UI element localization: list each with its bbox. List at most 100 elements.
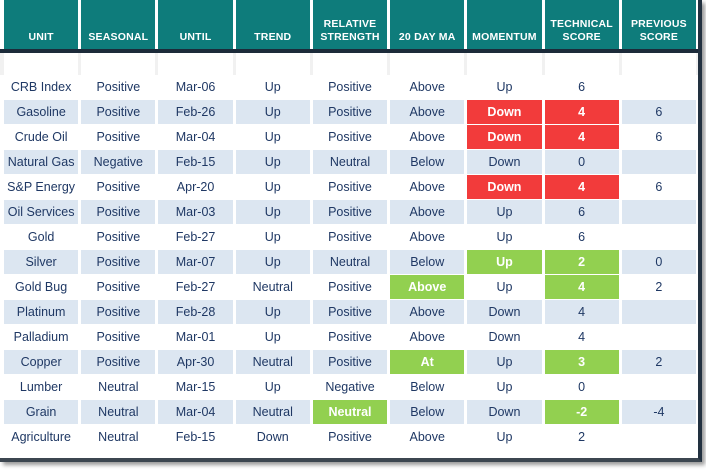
cell-momentum[interactable]: Up <box>467 350 542 374</box>
cell-momentum[interactable]: Down <box>467 400 542 424</box>
cell-ma[interactable]: Above <box>390 200 465 224</box>
cell-relative-strength[interactable]: Neutral <box>312 400 388 424</box>
cell-seasonal[interactable]: Positive <box>81 275 156 299</box>
cell-previous-score[interactable] <box>621 300 696 324</box>
cell-until[interactable]: Apr-20 <box>158 175 233 199</box>
cell-trend[interactable]: Up <box>235 200 310 224</box>
cell-until[interactable]: Feb-27 <box>158 275 233 299</box>
cell-until[interactable]: Mar-03 <box>158 200 233 224</box>
cell-trend[interactable]: Up <box>235 175 310 199</box>
cell-ma[interactable]: Above <box>390 125 465 149</box>
cell-ma[interactable]: Above <box>390 275 465 299</box>
cell-relative-strength[interactable]: Negative <box>312 375 388 399</box>
cell-technical-score[interactable]: 0 <box>544 150 619 174</box>
cell-trend[interactable]: Up <box>235 225 310 249</box>
cell-momentum[interactable]: Up <box>467 225 542 249</box>
cell-unit[interactable]: Gold <box>4 225 79 249</box>
cell-relative-strength[interactable]: Positive <box>312 175 388 199</box>
cell-trend[interactable]: Down <box>235 425 310 449</box>
cell-relative-strength[interactable]: Positive <box>312 425 388 449</box>
cell-seasonal[interactable]: Positive <box>81 100 156 124</box>
cell-until[interactable]: Mar-04 <box>158 400 233 424</box>
cell-relative-strength[interactable]: Positive <box>312 125 388 149</box>
cell-technical-score[interactable]: 4 <box>544 275 619 299</box>
cell-until[interactable]: Feb-27 <box>158 225 233 249</box>
cell-unit[interactable]: Oil Services <box>4 200 79 224</box>
cell-ma[interactable]: Above <box>390 75 465 99</box>
cell-ma[interactable]: At <box>390 350 465 374</box>
column-header-technical-score[interactable]: TECHNICAL SCORE <box>544 0 619 49</box>
cell-previous-score[interactable]: 2 <box>621 350 696 374</box>
cell-unit[interactable]: Gasoline <box>4 100 79 124</box>
cell-trend[interactable]: Neutral <box>235 400 310 424</box>
cell-seasonal[interactable]: Positive <box>81 75 156 99</box>
cell-technical-score[interactable]: 6 <box>544 75 619 99</box>
cell-previous-score[interactable] <box>621 325 696 349</box>
cell-trend[interactable]: Up <box>235 375 310 399</box>
cell-previous-score[interactable]: 2 <box>621 275 696 299</box>
cell-seasonal[interactable]: Positive <box>81 325 156 349</box>
cell-trend[interactable]: Neutral <box>235 350 310 374</box>
cell-unit[interactable]: Silver <box>4 250 79 274</box>
cell-trend[interactable]: Up <box>235 125 310 149</box>
cell-ma[interactable]: Above <box>390 300 465 324</box>
column-header-momentum[interactable]: MOMENTUM <box>467 0 542 49</box>
cell-unit[interactable]: Copper <box>4 350 79 374</box>
cell-trend[interactable]: Up <box>235 325 310 349</box>
cell-technical-score[interactable]: 4 <box>544 100 619 124</box>
cell-unit[interactable]: CRB Index <box>4 75 79 99</box>
cell-seasonal[interactable]: Positive <box>81 125 156 149</box>
column-header-20-day-ma[interactable]: 20 DAY MA <box>390 0 465 49</box>
cell-previous-score[interactable]: 6 <box>621 175 696 199</box>
cell-unit[interactable]: Palladium <box>4 325 79 349</box>
cell-previous-score[interactable] <box>621 425 696 449</box>
cell-technical-score[interactable]: 4 <box>544 300 619 324</box>
cell-technical-score[interactable]: 4 <box>544 125 619 149</box>
cell-unit[interactable]: S&P Energy <box>4 175 79 199</box>
cell-technical-score[interactable]: 6 <box>544 200 619 224</box>
cell-relative-strength[interactable]: Positive <box>312 200 388 224</box>
cell-technical-score[interactable]: 4 <box>544 175 619 199</box>
cell-until[interactable]: Feb-15 <box>158 425 233 449</box>
cell-until[interactable]: Feb-26 <box>158 100 233 124</box>
cell-until[interactable]: Mar-01 <box>158 325 233 349</box>
cell-ma[interactable]: Above <box>390 100 465 124</box>
column-header-previous-score[interactable]: PREVIOUS SCORE <box>621 0 696 49</box>
cell-previous-score[interactable] <box>621 75 696 99</box>
cell-relative-strength[interactable]: Positive <box>312 225 388 249</box>
cell-previous-score[interactable] <box>621 225 696 249</box>
cell-until[interactable]: Mar-06 <box>158 75 233 99</box>
cell-previous-score[interactable] <box>621 375 696 399</box>
cell-until[interactable]: Feb-15 <box>158 150 233 174</box>
cell-ma[interactable]: Above <box>390 425 465 449</box>
cell-unit[interactable]: Crude Oil <box>4 125 79 149</box>
cell-previous-score[interactable]: 0 <box>621 250 696 274</box>
cell-previous-score[interactable]: -4 <box>621 400 696 424</box>
cell-relative-strength[interactable]: Neutral <box>312 150 388 174</box>
cell-relative-strength[interactable]: Positive <box>312 300 388 324</box>
cell-previous-score[interactable]: 6 <box>621 100 696 124</box>
column-header-trend[interactable]: TREND <box>235 0 310 49</box>
cell-relative-strength[interactable]: Positive <box>312 325 388 349</box>
cell-momentum[interactable]: Down <box>467 175 542 199</box>
cell-unit[interactable]: Agriculture <box>4 425 79 449</box>
cell-technical-score[interactable]: 2 <box>544 425 619 449</box>
cell-momentum[interactable]: Down <box>467 100 542 124</box>
cell-previous-score[interactable] <box>621 150 696 174</box>
column-header-relative-strength[interactable]: RELATIVE STRENGTH <box>312 0 388 49</box>
cell-momentum[interactable]: Down <box>467 125 542 149</box>
cell-seasonal[interactable]: Positive <box>81 175 156 199</box>
cell-unit[interactable]: Natural Gas <box>4 150 79 174</box>
cell-momentum[interactable]: Down <box>467 325 542 349</box>
cell-momentum[interactable]: Down <box>467 300 542 324</box>
cell-seasonal[interactable]: Neutral <box>81 400 156 424</box>
cell-momentum[interactable]: Up <box>467 275 542 299</box>
column-header-until[interactable]: UNTIL <box>158 0 233 49</box>
cell-technical-score[interactable]: 2 <box>544 250 619 274</box>
cell-momentum[interactable]: Up <box>467 250 542 274</box>
cell-ma[interactable]: Below <box>390 375 465 399</box>
cell-technical-score[interactable]: 0 <box>544 375 619 399</box>
cell-relative-strength[interactable]: Neutral <box>312 250 388 274</box>
cell-unit[interactable]: Lumber <box>4 375 79 399</box>
cell-momentum[interactable]: Up <box>467 200 542 224</box>
